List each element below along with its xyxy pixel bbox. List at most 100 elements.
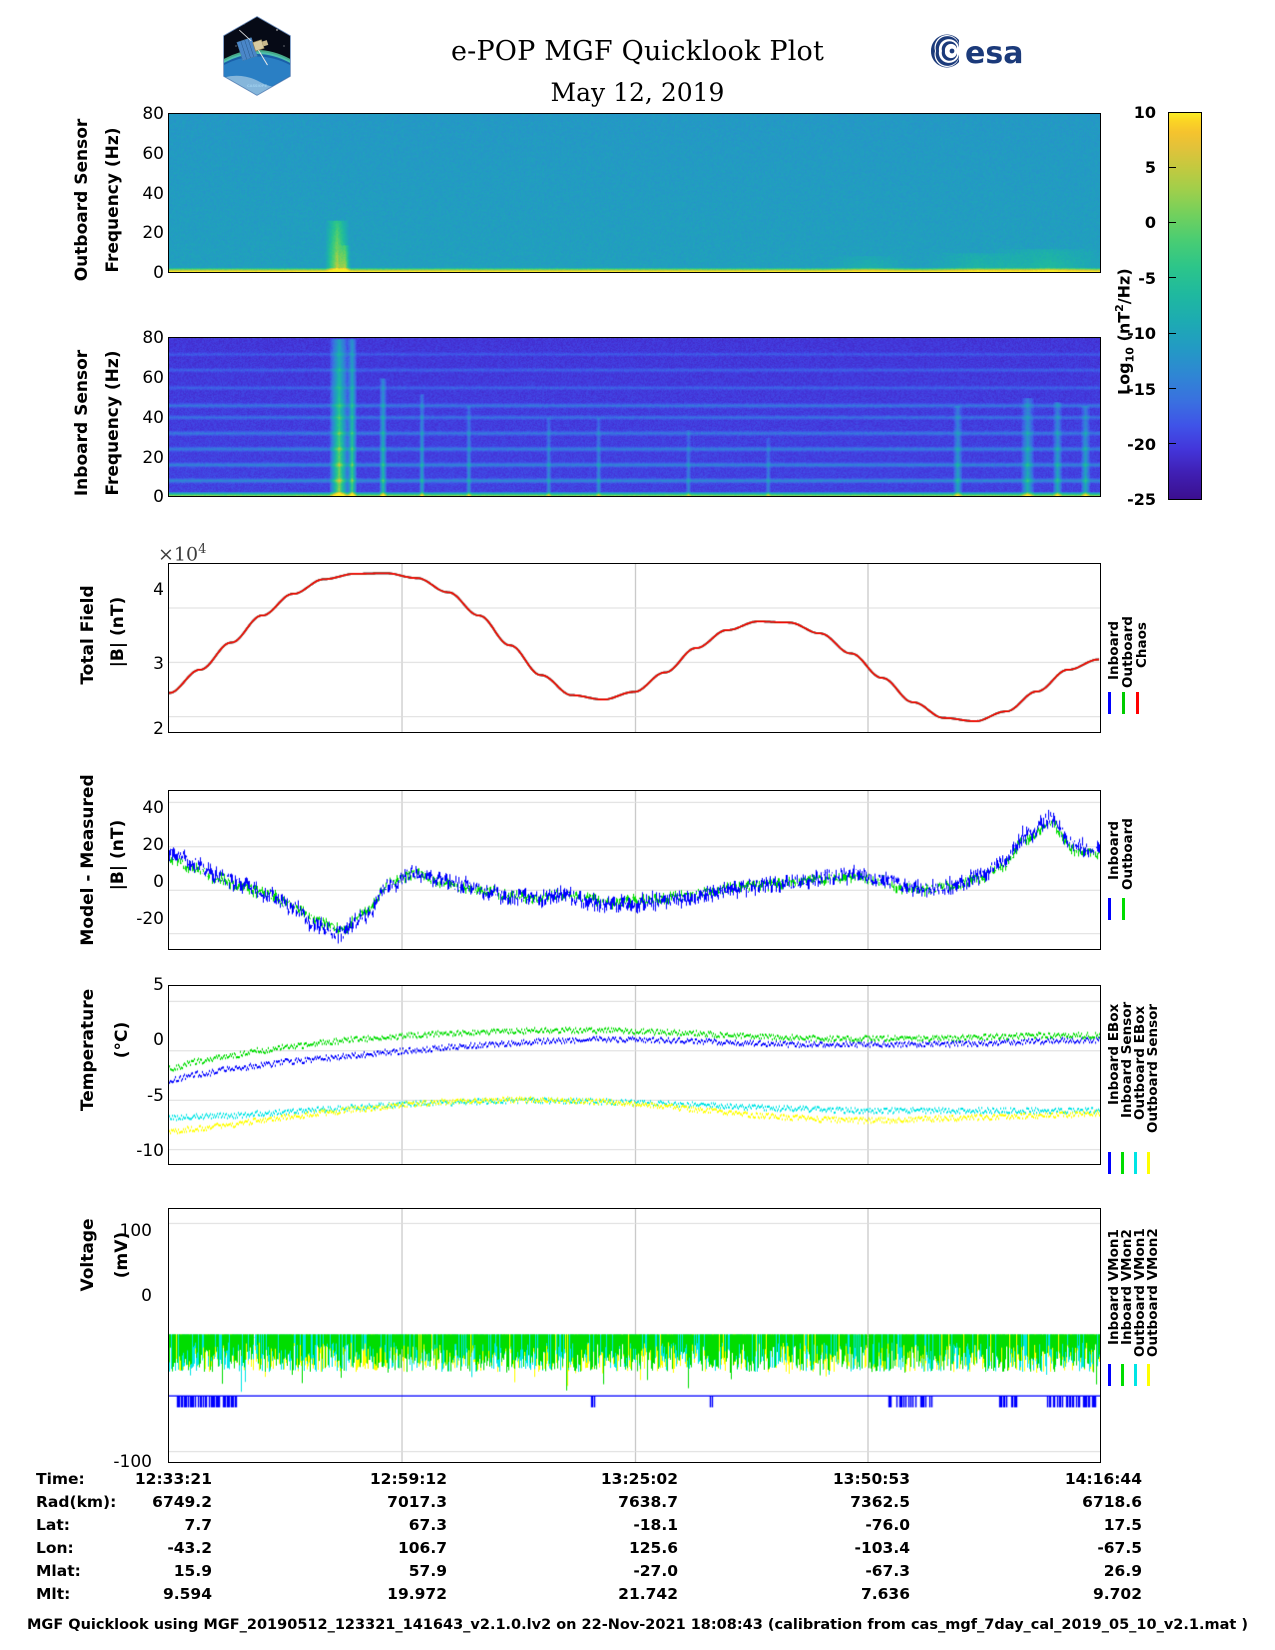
ytick-inboard: 0 [153, 487, 164, 507]
panel-voltage-ylabel: Voltage [78, 1218, 98, 1292]
colorbar-axis-label: Log10 (nT2/Hz) [1113, 268, 1137, 395]
ephemeris-row-time: Time: 12:33:21 12:59:12 13:25:02 13:50:5… [0, 1470, 1275, 1493]
ephemeris-value: 15.9 [173, 1562, 212, 1580]
ephemeris-value: 12:59:12 [369, 1470, 447, 1488]
colorbar-tickmark [1168, 277, 1176, 279]
ytick-total-field: 2 [153, 719, 164, 739]
model-minus-measured-trace [169, 791, 1100, 949]
colorbar-tickmark [1168, 222, 1176, 224]
ytick-inboard: 40 [142, 408, 164, 428]
esa-logo-icon: esa [925, 30, 1045, 72]
ephemeris-value: 12:33:21 [134, 1470, 212, 1488]
ytick-temp: -10 [136, 1141, 164, 1161]
ephemeris-table: Time: 12:33:21 12:59:12 13:25:02 13:50:5… [0, 1470, 1275, 1608]
ephemeris-value: 7.636 [860, 1585, 910, 1603]
legend-swatch-temp-1 [1121, 1152, 1124, 1174]
colorbar-tick-7: -25 [1127, 490, 1156, 509]
ephemeris-value: 7638.7 [618, 1493, 678, 1511]
panel-mm-frame [168, 790, 1101, 950]
legend-swatch-temp-2 [1134, 1152, 1137, 1174]
legend-swatch-temp-3 [1147, 1152, 1150, 1174]
ephemeris-value: 106.7 [397, 1539, 447, 1557]
ephemeris-value: -67.5 [1097, 1539, 1142, 1557]
outboard-spectrogram-image [169, 114, 1100, 272]
page-title: e-POP MGF Quicklook Plot [450, 36, 825, 67]
header: CASSIOPE e-POP MGF Quicklook Plot May 12… [0, 0, 1275, 107]
inboard-spectrogram-image [169, 338, 1100, 496]
colorbar-gradient [1168, 112, 1202, 500]
panel-total-field-ylabel-2: |B| (nT) [108, 596, 128, 668]
ephemeris-value: 9.702 [1092, 1585, 1142, 1603]
ephemeris-key-lon: Lon: [36, 1539, 74, 1557]
panel-total-field-ylabel: Total Field [78, 585, 98, 685]
legend-swatch-outboard [1122, 692, 1125, 714]
total-field-trace [169, 564, 1100, 732]
ephemeris-key-rad: Rad(km): [36, 1493, 117, 1511]
legend-temp-3: Outboard Sensor [1145, 1003, 1161, 1133]
ephemeris-value: 26.9 [1103, 1562, 1142, 1580]
ephemeris-value: -43.2 [167, 1539, 212, 1557]
ephemeris-key-lat: Lat: [36, 1516, 70, 1534]
ytick-voltage: 0 [141, 1286, 152, 1306]
colorbar-tick-2: 0 [1144, 213, 1156, 232]
ytick-mm: 20 [142, 835, 164, 855]
legend-swatch-mm-inboard [1108, 898, 1111, 920]
colorbar-tick-1: 5 [1144, 158, 1156, 177]
colorbar-tick-3: -5 [1138, 269, 1156, 288]
ephemeris-row-mlat: Mlat: 15.9 57.9 -27.0 -67.3 26.9 [0, 1562, 1275, 1585]
legend-swatch-volt-1 [1121, 1364, 1124, 1386]
ephemeris-value: -67.3 [865, 1562, 910, 1580]
ephemeris-value: 125.6 [628, 1539, 678, 1557]
ytick-outboard: 40 [142, 184, 164, 204]
colorbar-tick-5: -15 [1127, 380, 1156, 399]
ephemeris-value: -18.1 [633, 1516, 678, 1534]
ytick-total-field: 3 [153, 654, 164, 674]
ytick-outboard: 20 [142, 223, 164, 243]
ytick-mm: -20 [136, 909, 164, 929]
colorbar-tickmark [1168, 333, 1176, 335]
legend-mm-1: Outboard [1120, 818, 1136, 890]
panel-voltage-frame [168, 1208, 1101, 1463]
ephemeris-value: 57.9 [408, 1562, 447, 1580]
ytick-temp: -5 [147, 1086, 164, 1106]
cassiope-mission-patch-icon: CASSIOPE [222, 16, 292, 96]
ytick-outboard: 0 [153, 263, 164, 283]
legend-total-field-2: Chaos [1134, 622, 1150, 668]
legend-swatch-volt-2 [1134, 1364, 1137, 1386]
legend-swatch-mm-outboard [1122, 898, 1125, 920]
temperature-trace [169, 986, 1100, 1164]
ytick-mm: 0 [153, 872, 164, 892]
ephemeris-value: 7017.3 [387, 1493, 447, 1511]
ephemeris-value: 13:25:02 [600, 1470, 678, 1488]
panel-mm-ylabel: Model - Measured [78, 774, 98, 946]
ytick-total-field: 4 [153, 580, 164, 600]
legend-swatch-temp-0 [1108, 1152, 1111, 1174]
ytick-voltage: -100 [113, 1452, 152, 1472]
panel-temp-frame [168, 985, 1101, 1165]
panel-total-field-frame [168, 563, 1101, 733]
ephemeris-value: 7362.5 [850, 1493, 910, 1511]
ephemeris-value: 21.742 [618, 1585, 678, 1603]
colorbar-tick-6: -20 [1127, 435, 1156, 454]
ephemeris-value: -76.0 [865, 1516, 910, 1534]
ephemeris-value: 9.594 [162, 1585, 212, 1603]
colorbar-tick-0: 10 [1133, 103, 1156, 122]
colorbar-tickmark [1168, 167, 1176, 169]
svg-text:CASSIOPE: CASSIOPE [247, 84, 267, 88]
ephemeris-row-mlt: Mlt: 9.594 19.972 21.742 7.636 9.702 [0, 1585, 1275, 1608]
ytick-outboard: 80 [142, 104, 164, 124]
ytick-voltage: 100 [119, 1221, 152, 1241]
ephemeris-row-lon: Lon: -43.2 106.7 125.6 -103.4 -67.5 [0, 1539, 1275, 1562]
ephemeris-key-mlat: Mlat: [36, 1562, 81, 1580]
voltage-trace [169, 1209, 1100, 1462]
ephemeris-value: 14:16:44 [1064, 1470, 1142, 1488]
ytick-temp: 5 [153, 975, 164, 995]
panel-outboard-ylabel: Outboard Sensor [72, 118, 92, 282]
ephemeris-key-mlt: Mlt: [36, 1585, 71, 1603]
ephemeris-row-rad: Rad(km): 6749.2 7017.3 7638.7 7362.5 671… [0, 1493, 1275, 1516]
ytick-inboard: 80 [142, 328, 164, 348]
ephemeris-value: 6749.2 [152, 1493, 212, 1511]
ephemeris-value: 19.972 [387, 1585, 447, 1603]
total-field-exponent: ×104 [158, 542, 207, 566]
ytick-inboard: 60 [142, 368, 164, 388]
